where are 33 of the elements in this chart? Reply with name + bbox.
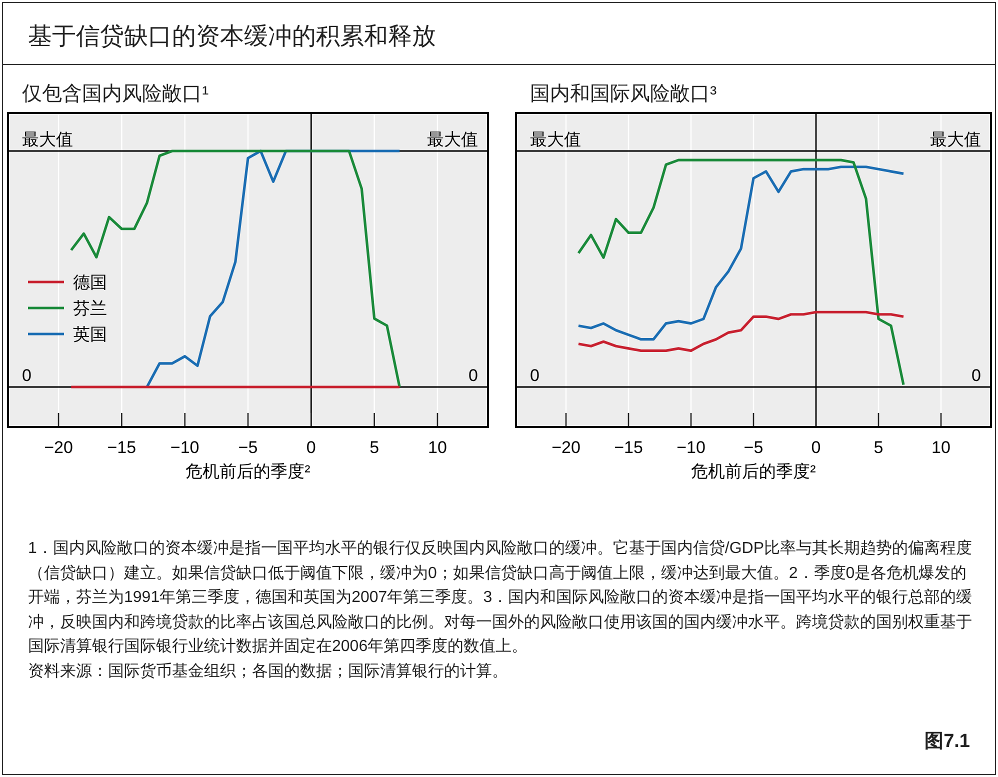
chart-subtitle: 国内和国际风险敞口³ [530, 83, 717, 105]
x-tick-label: 0 [306, 438, 316, 457]
ref-line-label: 最大值 [530, 130, 581, 149]
x-tick-label: −15 [107, 438, 136, 457]
ref-line-label: 0 [22, 366, 32, 385]
x-tick-label: −5 [238, 438, 258, 457]
chart-subtitle: 仅包含国内风险敞口¹ [22, 83, 209, 105]
x-tick-label: 5 [874, 438, 884, 457]
text: 1．国内风险敞口的资本缓冲是指一国平均水平的银行仅反映国内风险敞口的缓冲。它基于国内信贷/GDP比率与其长期趋势的偏离程度（信贷缺口）建立。如果信贷缺口低于阈值下限，缓冲为0；如果信贷缺口高于阈值上限，缓冲达到最大值。2．季度0是各危机爆发的开端，芬兰为1991年第三季度，德国和英国为2007年第三季度。3．国内和国际风险敞口的资本缓冲是指一国平均水平的银行总部的缓冲，反映国内和跨境贷款的比率占该国总风险敞口的比例。对每一国外的风险敞口使用该国的国内缓冲水平。跨境贷款的国别权重基于国际清算银行国际银行业统计数据并固定在2006年第四季度的数值上。 [28, 538, 973, 657]
text: 最大值 [930, 130, 981, 149]
legend-label: 芬兰 [73, 299, 107, 318]
chart-title: 基于信贷缺口的资本缓冲的积累和释放 [28, 22, 436, 52]
text: 0 [972, 366, 981, 385]
x-tick-label: 10 [932, 438, 950, 457]
x-axis-title: 危机前后的季度² [186, 462, 311, 481]
caption: 图7.1 [924, 730, 970, 754]
legend-label: 英国 [73, 325, 107, 344]
x-tick-label: 10 [428, 438, 447, 457]
x-tick-label: −10 [170, 438, 200, 457]
text: 0 [468, 366, 478, 385]
x-tick-label: −10 [676, 438, 706, 457]
legend-label: 德国 [73, 273, 107, 292]
x-tick-label: 0 [811, 438, 821, 457]
x-tick-label: −15 [614, 438, 643, 457]
x-tick-label: −20 [552, 438, 580, 457]
ref-line-label: 最大值 [22, 130, 73, 149]
x-tick-label: 5 [370, 438, 380, 457]
text: 最大值 [427, 130, 478, 149]
x-tick-label: −5 [744, 438, 764, 457]
text: 资料来源：国际货币基金组织；各国的数据；国际清算银行的计算。 [28, 662, 509, 682]
x-axis-title: 危机前后的季度² [691, 462, 816, 481]
ref-line-label: 0 [530, 366, 540, 385]
x-tick-label: −20 [44, 438, 73, 457]
